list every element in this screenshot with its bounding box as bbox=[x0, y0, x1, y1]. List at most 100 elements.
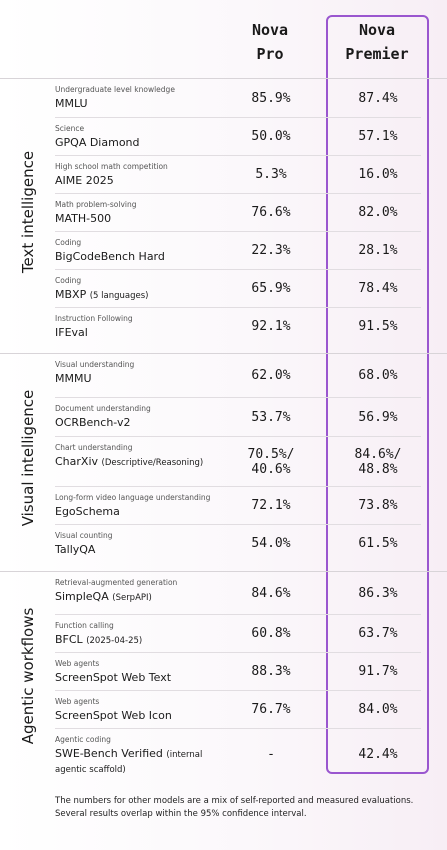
benchmark-name: MBXP (5 languages) bbox=[55, 288, 235, 303]
section: Text intelligence Undergraduate level kno… bbox=[0, 78, 447, 344]
score: 88.3% bbox=[251, 664, 291, 679]
benchmark-name: GPQA Diamond bbox=[55, 136, 235, 149]
benchmark-note: (internal agentic scaffold) bbox=[55, 750, 203, 775]
score: 42.4% bbox=[358, 747, 398, 762]
benchmark-title: MBXP bbox=[55, 288, 87, 301]
benchmark-name: ScreenSpot Web Icon bbox=[55, 709, 235, 722]
score: 82.0% bbox=[358, 205, 398, 220]
score: 86.3% bbox=[358, 585, 398, 601]
score: 62.0% bbox=[251, 368, 291, 383]
benchmark-row: Coding MBXP (5 languages) 65.9% 78.4% bbox=[55, 269, 421, 307]
benchmark-category: Coding bbox=[55, 276, 82, 285]
benchmark-row: Web agents ScreenSpot Web Text 88.3% 91.7% bbox=[55, 652, 421, 690]
benchmark-row: Instruction Following IFEval 92.1% 91.5% bbox=[55, 307, 421, 345]
benchmark-title: GPQA Diamond bbox=[55, 136, 140, 149]
benchmark-row: High school math competition AIME 2025 5.3… bbox=[55, 155, 421, 193]
score: 84.6% bbox=[251, 585, 291, 601]
benchmark-name: AIME 2025 bbox=[55, 174, 235, 187]
highlight-box bbox=[326, 15, 429, 774]
benchmark-row: Visual counting TallyQA 54.0% 61.5% bbox=[55, 524, 421, 562]
benchmark-note: (5 languages) bbox=[89, 291, 149, 301]
score: 65.9% bbox=[251, 281, 291, 296]
score: 61.5% bbox=[358, 536, 398, 551]
benchmark-row: Undergraduate level knowledge MMLU 85.9% 87… bbox=[55, 79, 421, 117]
benchmark-title: MATH-500 bbox=[55, 212, 112, 225]
score: 91.7% bbox=[358, 664, 398, 679]
benchmark-title: MMLU bbox=[55, 97, 88, 110]
benchmark-name: MMLU bbox=[55, 97, 235, 110]
benchmark-row: Retrieval-augmented generation SimpleQA (… bbox=[55, 572, 421, 614]
benchmark-title: BigCodeBench Hard bbox=[55, 250, 165, 263]
benchmark-name: OCRBench-v2 bbox=[55, 416, 235, 429]
benchmark-category: Agentic coding bbox=[55, 735, 111, 744]
score: 73.8% bbox=[358, 498, 398, 513]
column-header: Nova Pro bbox=[251, 21, 289, 63]
benchmark-title: SimpleQA bbox=[55, 590, 109, 603]
benchmark-title: MMMU bbox=[55, 372, 92, 385]
benchmark-name: TallyQA bbox=[55, 543, 235, 556]
section-title: Agentic workflows bbox=[19, 607, 37, 745]
benchmark-category: Undergraduate level knowledge bbox=[55, 85, 175, 94]
benchmark-note: (SerpAPI) bbox=[112, 593, 152, 603]
benchmark-row: Chart understanding CharXiv (Descriptive/… bbox=[55, 436, 421, 486]
benchmark-title: SWE-Bench Verified bbox=[55, 747, 163, 760]
benchmark-row: Long-form video language understanding Eg… bbox=[55, 486, 421, 524]
benchmark-row: Visual understanding MMMU 62.0% 68.0% bbox=[55, 354, 421, 397]
benchmark-name: MMMU bbox=[55, 372, 235, 385]
benchmark-row: Science GPQA Diamond 50.0% 57.1% bbox=[55, 117, 421, 155]
score: 87.4% bbox=[358, 90, 398, 106]
benchmark-title: OCRBench-v2 bbox=[55, 416, 131, 429]
benchmark-title: EgoSchema bbox=[55, 505, 120, 518]
score: 56.9% bbox=[358, 409, 398, 425]
benchmark-category: Web agents bbox=[55, 697, 100, 706]
benchmark-name: BFCL (2025-04-25) bbox=[55, 633, 235, 648]
benchmark-title: TallyQA bbox=[55, 543, 96, 556]
benchmark-title: ScreenSpot Web Icon bbox=[55, 709, 172, 722]
benchmark-category: Visual understanding bbox=[55, 360, 135, 369]
benchmark-category: Chart understanding bbox=[55, 443, 133, 452]
benchmark-name: SimpleQA (SerpAPI) bbox=[55, 590, 235, 605]
benchmark-category: Science bbox=[55, 124, 85, 133]
score: 63.7% bbox=[358, 626, 398, 641]
benchmark-name: CharXiv (Descriptive/Reasoning) bbox=[55, 455, 235, 470]
score: 54.0% bbox=[251, 536, 291, 551]
benchmark-category: Retrieval-augmented generation bbox=[55, 578, 178, 587]
score: 50.0% bbox=[251, 129, 291, 144]
score: 57.1% bbox=[358, 129, 398, 144]
score: 16.0% bbox=[358, 167, 398, 182]
footnote: The numbers for other models are a mix o… bbox=[55, 796, 414, 819]
benchmark-category: Long-form video language understanding bbox=[55, 493, 211, 502]
benchmark-category: Document understanding bbox=[55, 404, 151, 413]
benchmark-category: Math problem-solving bbox=[55, 200, 137, 209]
benchmark-title: BFCL bbox=[55, 633, 83, 646]
score: 22.3% bbox=[251, 243, 291, 258]
score: 85.9% bbox=[251, 90, 291, 106]
section-title: Text intelligence bbox=[19, 150, 37, 274]
score: 53.7% bbox=[251, 409, 291, 425]
score: 78.4% bbox=[358, 281, 398, 296]
benchmark-category: Function calling bbox=[55, 621, 114, 630]
score: 72.1% bbox=[251, 498, 291, 513]
benchmark-category: Coding bbox=[55, 238, 82, 247]
score: 92.1% bbox=[251, 319, 291, 334]
benchmark-name: MATH-500 bbox=[55, 212, 235, 225]
score: 5.3% bbox=[255, 167, 287, 182]
score: 68.0% bbox=[358, 368, 398, 383]
benchmark-name: EgoSchema bbox=[55, 505, 235, 518]
benchmark-title: AIME 2025 bbox=[55, 174, 114, 187]
benchmark-row: Coding BigCodeBench Hard 22.3% 28.1% bbox=[55, 231, 421, 269]
benchmark-title: CharXiv bbox=[55, 455, 99, 468]
score: 84.6%/ 48.8% bbox=[354, 446, 402, 477]
benchmark-row: Document understanding OCRBench-v2 53.7% 56… bbox=[55, 397, 421, 436]
score: 84.0% bbox=[358, 702, 398, 717]
benchmark-category: Web agents bbox=[55, 659, 100, 668]
section: Agentic workflows Retrieval-augmented gen… bbox=[0, 571, 447, 779]
score: 76.7% bbox=[251, 702, 291, 717]
score: 70.5%/ 40.6% bbox=[247, 446, 295, 477]
benchmark-row: Math problem-solving MATH-500 76.6% 82.0% bbox=[55, 193, 421, 231]
section: Visual intelligence Visual understanding M… bbox=[0, 353, 447, 561]
benchmark-note: (2025-04-25) bbox=[86, 636, 143, 646]
benchmark-category: Instruction Following bbox=[55, 314, 133, 323]
benchmark-title: ScreenSpot Web Text bbox=[55, 671, 172, 684]
